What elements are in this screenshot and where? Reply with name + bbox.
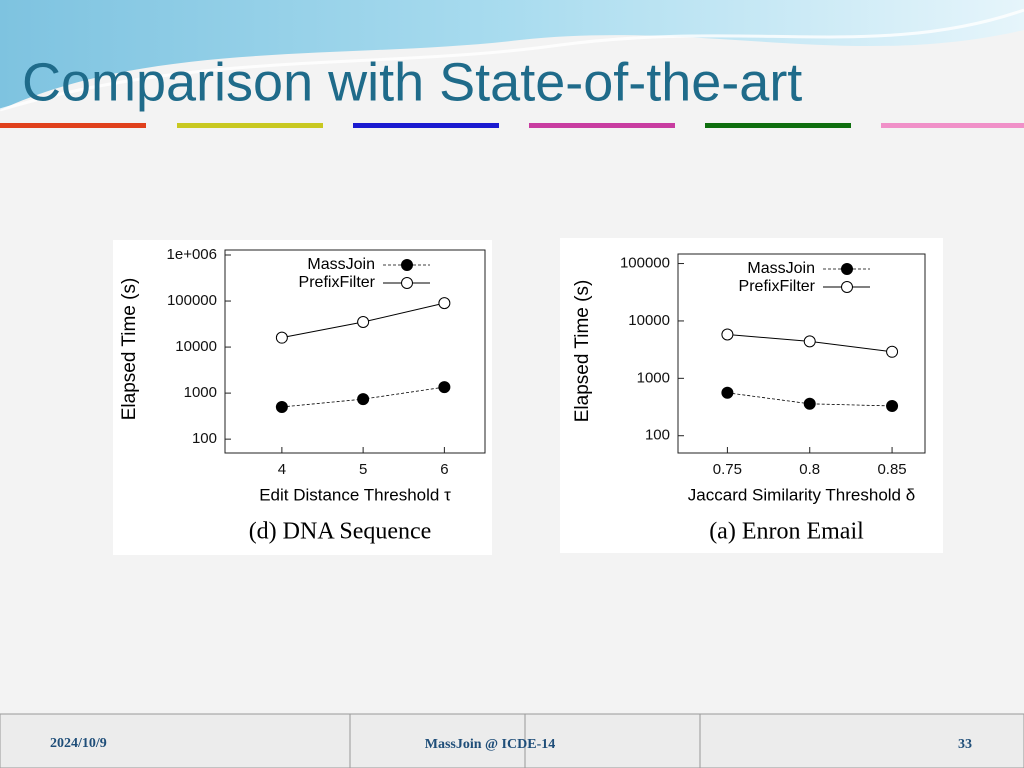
- data-point: [438, 297, 451, 310]
- data-point: [803, 397, 816, 410]
- bar-red: [0, 123, 146, 128]
- plot-frame: [677, 253, 926, 454]
- bar-magenta: [529, 123, 675, 128]
- y-tick-label: 100: [192, 430, 217, 447]
- x-tick-label: 0.85: [877, 461, 906, 478]
- data-point: [275, 400, 288, 413]
- y-tick-label: 100: [645, 427, 670, 444]
- y-axis-label: Elapsed Time (s): [119, 278, 140, 421]
- header-wave: [0, 0, 1024, 110]
- legend-label: MassJoin: [747, 260, 815, 277]
- x-tick-label: 5: [359, 461, 367, 478]
- bar-blue: [353, 123, 499, 128]
- bar-pink: [881, 123, 1024, 128]
- bar-green: [705, 123, 851, 128]
- x-axis-label: Jaccard Similarity Threshold δ: [688, 485, 915, 504]
- data-point: [275, 331, 288, 344]
- x-axis-label: Edit Distance Threshold τ: [259, 485, 451, 504]
- footer-bar: [0, 713, 1024, 768]
- data-point: [886, 399, 899, 412]
- y-tick-label: 1e+006: [167, 246, 217, 263]
- series-line: [727, 392, 893, 407]
- footer-date: 2024/10/9: [50, 736, 107, 751]
- data-point: [357, 393, 370, 406]
- x-tick-label: 4: [278, 461, 286, 478]
- data-point: [438, 381, 451, 394]
- data-point: [721, 386, 734, 399]
- y-tick-label: 100000: [167, 292, 217, 309]
- x-tick-label: 6: [440, 461, 448, 478]
- x-tick-label: 0.8: [799, 461, 820, 478]
- bar-yellow: [177, 123, 323, 128]
- plot-frame: [224, 249, 486, 454]
- data-point: [357, 316, 370, 329]
- footer-page: 33: [958, 737, 972, 752]
- slide-title: Comparison with State-of-the-art: [22, 52, 802, 112]
- legend-label: PrefixFilter: [299, 274, 376, 291]
- legend-marker: [841, 281, 853, 293]
- legend-marker: [841, 263, 853, 275]
- data-point: [886, 345, 899, 358]
- y-axis-label: Elapsed Time (s): [572, 280, 593, 423]
- chart-caption: (d) DNA Sequence: [249, 519, 432, 545]
- y-tick-label: 1000: [184, 384, 217, 401]
- y-tick-label: 1000: [637, 369, 670, 386]
- y-tick-label: 100000: [620, 255, 670, 272]
- y-tick-label: 10000: [628, 312, 670, 329]
- chart-panel: [560, 238, 943, 553]
- footer-center: MassJoin @ ICDE-14: [425, 737, 555, 752]
- legend-label: MassJoin: [307, 256, 375, 273]
- legend-marker: [401, 259, 413, 271]
- legend-label: PrefixFilter: [739, 278, 816, 295]
- x-tick-label: 0.75: [713, 461, 742, 478]
- footer: 2024/10/9 MassJoin @ ICDE-14 33: [0, 713, 1024, 768]
- data-point: [721, 328, 734, 341]
- chart-caption: (a) Enron Email: [709, 519, 864, 545]
- color-bars: [0, 123, 1024, 128]
- y-tick-label: 10000: [175, 338, 217, 355]
- data-point: [803, 335, 816, 348]
- chart-panel: [113, 240, 492, 555]
- header-wave-line: [0, 8, 1024, 112]
- legend-marker: [401, 277, 413, 289]
